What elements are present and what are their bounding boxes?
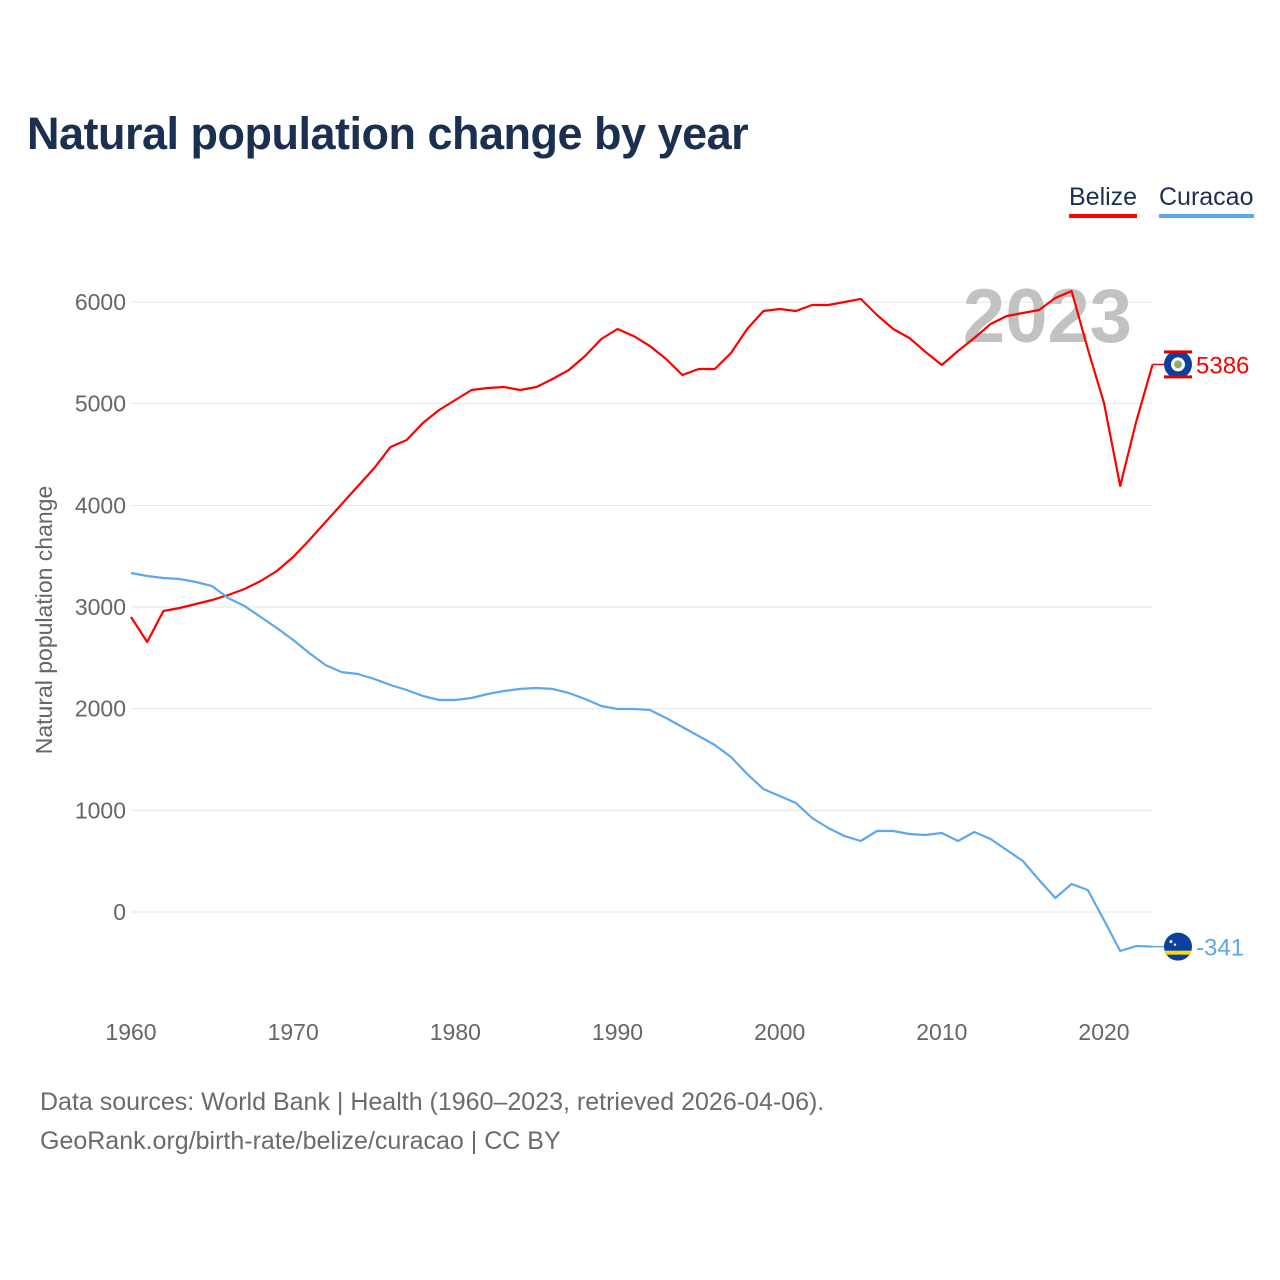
year-watermark: 2023: [963, 274, 1132, 359]
y-tick-label: 3000: [75, 594, 126, 620]
y-tick-label: 5000: [75, 391, 126, 417]
x-tick-label: 1990: [592, 1019, 643, 1045]
x-tick-label: 1970: [268, 1019, 319, 1045]
data-source: Data sources: World Bank | Health (1960–…: [40, 1088, 825, 1116]
flag-emblem: [1174, 360, 1182, 369]
curacao-flag-icon: [1164, 932, 1192, 961]
flag-star: [1169, 940, 1173, 944]
line-chart: 0 1000 2000 3000 4000 5000 6000 1960 1970 1980 199…: [31, 274, 1249, 1045]
series-line-curacao: [130, 571, 1153, 953]
y-axis-label: Natural population change: [31, 486, 57, 755]
x-tick-label: 2020: [1078, 1019, 1129, 1045]
y-tick-label: 4000: [75, 492, 126, 518]
x-tick-label: 1980: [430, 1019, 481, 1045]
legend-belize[interactable]: Belize: [1069, 183, 1138, 218]
y-tick-label: 1000: [75, 797, 126, 823]
series-line-belize: [130, 289, 1154, 644]
end-value-label: -341: [1196, 935, 1244, 962]
y-tick-label: 2000: [75, 696, 126, 722]
flag-star: [1173, 943, 1177, 946]
x-tick-label: 2010: [916, 1019, 967, 1045]
flag-stripe: [1164, 375, 1192, 379]
y-tick-label: 6000: [75, 289, 126, 315]
legend-curacao[interactable]: Curacao: [1159, 183, 1254, 218]
credit-link[interactable]: GeoRank.org/birth-rate/belize/curacao | …: [40, 1127, 561, 1155]
x-tick-label: 1960: [105, 1019, 156, 1045]
chart-title: Natural population change by year: [27, 108, 749, 159]
y-tick-label: 0: [113, 899, 126, 925]
end-value-label: 5386: [1196, 352, 1249, 379]
flag-stripe: [1165, 950, 1191, 955]
belize-flag-icon: [1164, 350, 1192, 379]
x-tick-label: 2000: [754, 1019, 805, 1045]
flag-bg: [1164, 932, 1192, 961]
flag-stripe: [1164, 350, 1192, 354]
